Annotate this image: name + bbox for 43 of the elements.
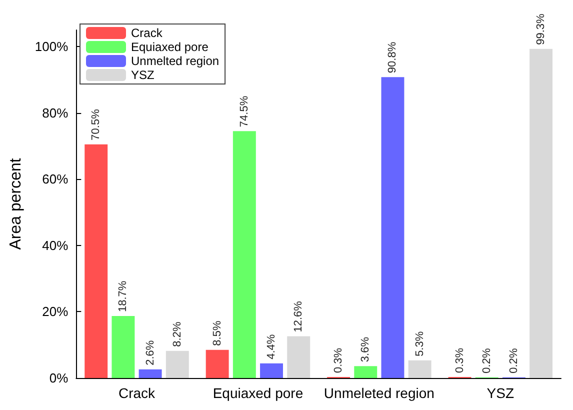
data-label: 2.6% bbox=[144, 340, 156, 366]
bar bbox=[138, 369, 162, 378]
bar bbox=[354, 366, 378, 378]
data-label: 70.5% bbox=[90, 108, 102, 140]
legend-label: Unmelted region bbox=[131, 54, 220, 68]
y-tick-label: 80% bbox=[42, 105, 69, 120]
bar bbox=[232, 131, 256, 378]
data-label: 8.5% bbox=[211, 320, 224, 346]
legend-label: Crack bbox=[131, 26, 164, 40]
y-tick-label: 40% bbox=[42, 238, 69, 253]
data-label: 12.6% bbox=[292, 300, 305, 332]
data-label: 0.2% bbox=[480, 348, 493, 374]
data-label: 3.6% bbox=[360, 336, 372, 362]
y-tick-label: 60% bbox=[42, 172, 69, 187]
data-label: 0.2% bbox=[508, 348, 520, 374]
data-label: 8.2% bbox=[171, 322, 184, 347]
x-tick-label: Unmeleted region bbox=[324, 385, 434, 401]
data-label: 99.3% bbox=[535, 13, 548, 45]
y-tick-label: 100% bbox=[34, 39, 69, 54]
legend-label: Equiaxed pore bbox=[131, 40, 209, 54]
data-label: 0.3% bbox=[454, 348, 466, 374]
legend-label: YSZ bbox=[131, 68, 154, 82]
data-label: 74.5% bbox=[238, 96, 250, 128]
data-label: 90.8% bbox=[386, 42, 399, 74]
x-tick-label: YSZ bbox=[486, 385, 514, 401]
bar bbox=[408, 360, 432, 378]
x-tick-label: Equiaxed pore bbox=[212, 385, 304, 401]
data-label: 18.7% bbox=[117, 280, 130, 312]
bar bbox=[260, 363, 283, 378]
x-tick-label: Crack bbox=[118, 385, 156, 401]
bar bbox=[166, 350, 189, 378]
data-label: 4.4% bbox=[266, 334, 278, 360]
bar bbox=[381, 77, 404, 378]
data-label: 0.3% bbox=[332, 348, 345, 374]
bar bbox=[530, 48, 553, 378]
data-label: 5.3% bbox=[414, 331, 426, 356]
bar bbox=[112, 316, 135, 378]
y-axis-title: Area percent bbox=[8, 158, 24, 250]
y-tick-label: 0% bbox=[49, 370, 69, 386]
y-tick-label: 20% bbox=[42, 304, 69, 320]
bar bbox=[287, 336, 310, 378]
bar bbox=[84, 144, 108, 378]
bar bbox=[206, 350, 229, 378]
